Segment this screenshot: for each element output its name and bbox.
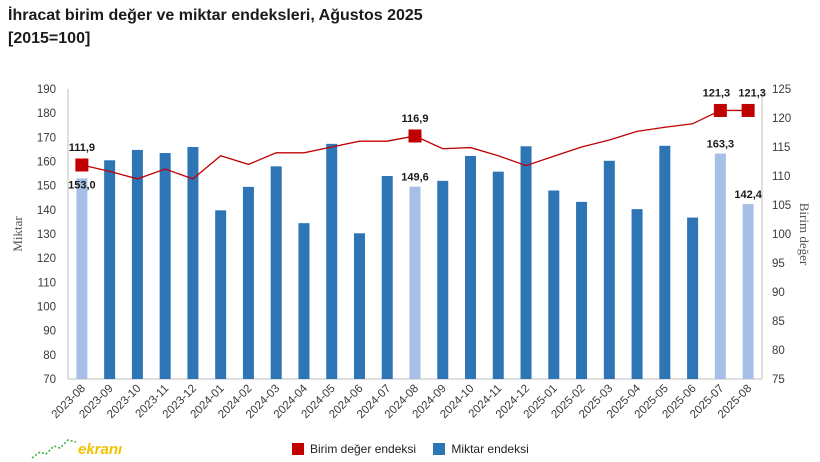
y-left-tick-label: 160 [37, 157, 56, 169]
watermark-ticker-icon [31, 439, 77, 459]
bar-2024-05 [326, 143, 338, 379]
bar-2024-02 [242, 186, 254, 379]
y-left-tick-label: 140 [37, 205, 56, 217]
y-right-tick-label: 115 [772, 142, 790, 154]
y-left-tick-label: 90 [43, 326, 56, 338]
bar-2024-09 [437, 180, 449, 379]
chart-subtitle: [2015=100] [8, 30, 91, 47]
y-left-tick-label: 170 [37, 132, 56, 144]
bar-2025-08 [742, 204, 754, 379]
y-right-tick-label: 105 [772, 200, 791, 212]
bar-2025-07 [714, 153, 726, 379]
y-left-tick-label: 80 [43, 350, 56, 362]
y-left-tick-label: 100 [37, 302, 56, 314]
bar-2025-05 [659, 145, 671, 379]
y-right-tick-label: 100 [772, 229, 791, 241]
y-left-tick-label: 150 [37, 181, 56, 193]
chart-legend: Birim değer endeksi Miktar endeksi [292, 442, 543, 458]
bar-data-label-2024-08: 149,6 [401, 172, 429, 184]
bar-2025-06 [687, 217, 699, 379]
legend-item-birim-deger: Birim değer endeksi [292, 442, 416, 456]
line-data-label-2023-08: 111,9 [69, 142, 95, 154]
y-right-tick-label: 90 [772, 287, 785, 299]
bar-2024-08 [409, 186, 421, 379]
line-data-label-2024-08: 116,9 [402, 113, 429, 125]
line-marker-2025-07 [713, 103, 727, 117]
bar-2024-06 [353, 233, 365, 379]
bar-2024-01 [215, 210, 227, 379]
bar-2025-02 [576, 201, 588, 379]
y-right-tick-label: 120 [772, 113, 791, 125]
bar-2023-12 [187, 147, 199, 379]
y-right-tick-label: 125 [772, 84, 791, 96]
legend-label-miktar: Miktar endeksi [451, 442, 529, 456]
bar-2024-12 [520, 146, 532, 379]
y-left-tick-label: 70 [43, 374, 56, 386]
bar-2024-11 [492, 171, 504, 379]
bar-2025-03 [603, 160, 615, 379]
bar-2024-04 [298, 223, 310, 379]
y-left-tick-label: 110 [38, 277, 56, 289]
legend-swatch-birim-deger [292, 443, 304, 455]
y-right-tick-label: 95 [772, 258, 785, 270]
legend-label-birim-deger: Birim değer endeksi [310, 442, 417, 456]
legend-item-miktar: Miktar endeksi [433, 442, 529, 456]
bar-2023-10 [131, 149, 143, 379]
bar-2025-01 [548, 190, 560, 379]
line-data-label-2025-07: 121,3 [703, 87, 731, 99]
bar-2025-04 [631, 209, 643, 379]
line-marker-2024-08 [408, 129, 422, 143]
legend-swatch-miktar [433, 443, 446, 455]
y-left-axis-title: Miktar [10, 216, 25, 252]
y-right-tick-label: 75 [772, 374, 785, 386]
bar-2023-11 [159, 153, 171, 379]
line-marker-2025-08 [741, 103, 755, 117]
bar-2024-10 [465, 155, 477, 379]
y-left-tick-label: 180 [37, 108, 56, 120]
bar-2023-09 [104, 160, 116, 379]
bar-2024-03 [270, 166, 282, 379]
y-left-tick-label: 130 [37, 229, 56, 241]
bar-2023-08 [76, 178, 88, 379]
bar-data-label-2023-08: 153,0 [68, 179, 96, 191]
y-right-tick-label: 85 [772, 316, 785, 328]
y-left-tick-label: 120 [37, 253, 56, 265]
y-right-tick-label: 110 [772, 171, 790, 183]
chart-title: İhracat birim değer ve miktar endeksleri… [8, 7, 423, 24]
bar-data-label-2025-08: 142,4 [734, 189, 762, 201]
bar-data-label-2025-07: 163,3 [707, 139, 735, 151]
line-marker-2023-08 [75, 158, 89, 172]
watermark-logo: ekranı [78, 441, 123, 458]
y-right-tick-label: 80 [772, 345, 785, 357]
bar-2024-07 [381, 176, 393, 379]
y-left-tick-label: 190 [37, 84, 56, 96]
line-data-label-2025-08: 121,3 [738, 87, 766, 99]
y-right-axis-title: Birim değer [797, 203, 812, 266]
